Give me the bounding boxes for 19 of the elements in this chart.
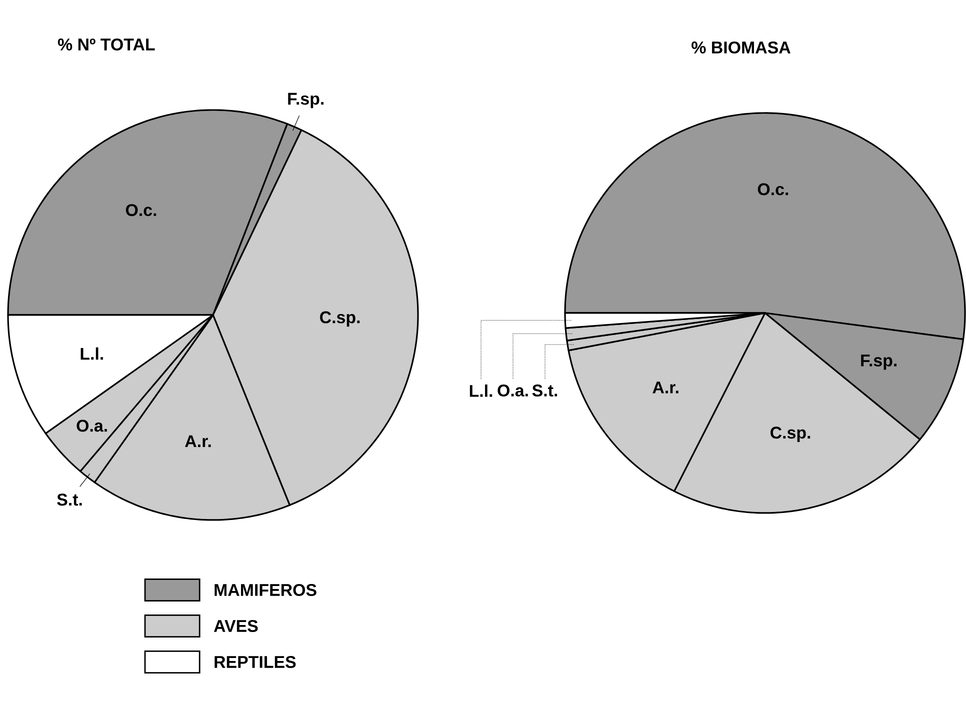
slice-label: O.a. <box>498 384 528 396</box>
slice-label: C.sp. <box>770 426 810 442</box>
slice-label: F.sp. <box>861 354 896 370</box>
slice-label: F.sp. <box>288 92 324 108</box>
slice-label: O.c. <box>126 204 156 216</box>
slice-label: L.l. <box>470 384 492 397</box>
chart-title: % BIOMASA <box>692 41 790 54</box>
slice-label: O.a. <box>76 420 107 432</box>
slice-label: C.sp. <box>320 311 360 327</box>
slice-label: L.l. <box>80 347 103 360</box>
slice-label: O.c. <box>758 183 788 196</box>
category-label: MAMIFEROS <box>214 584 316 596</box>
chart-title: % Nº TOTAL <box>58 38 155 50</box>
category-label: AVES <box>214 620 258 632</box>
slice-label: S.t. <box>532 384 558 396</box>
slice-label: A.r. <box>652 382 678 394</box>
slice-label: A.r. <box>185 435 211 448</box>
category-label: REPTILES <box>214 656 296 668</box>
slice-label: S.t. <box>57 494 82 506</box>
